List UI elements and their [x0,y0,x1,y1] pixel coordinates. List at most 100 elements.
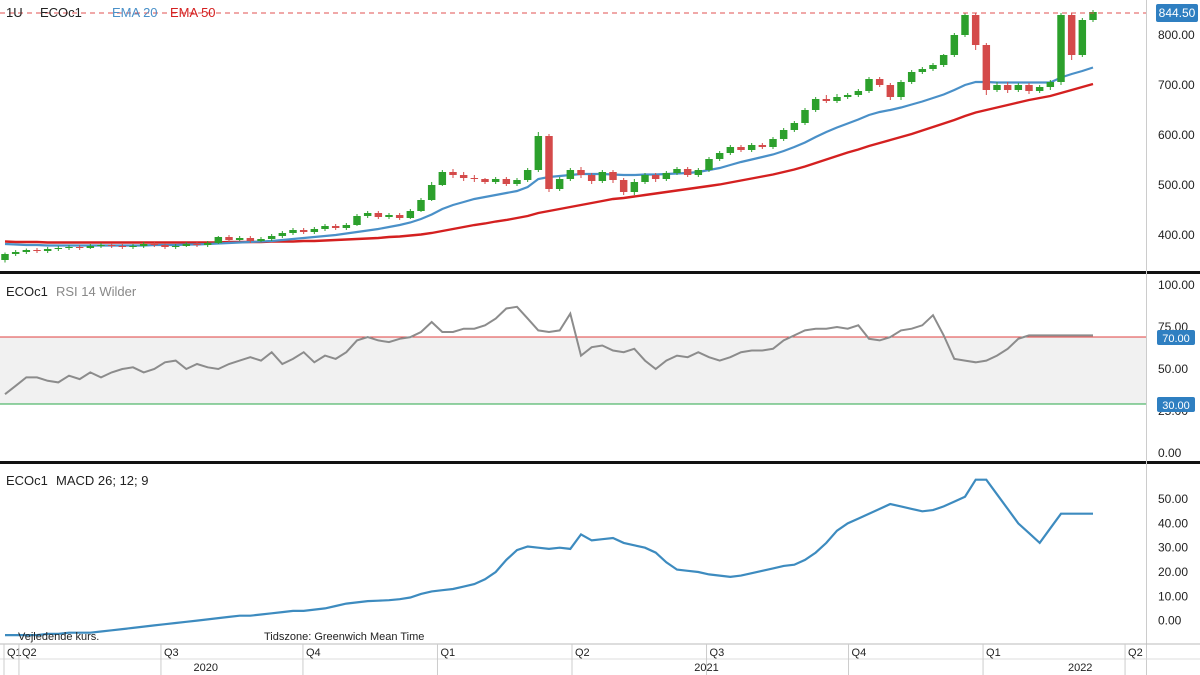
macd-tick-label: 10.00 [1158,589,1188,603]
candle-body [289,230,297,233]
macd-series [5,478,1093,637]
candle-body [545,136,553,189]
macd-tick-label: 40.00 [1158,516,1188,530]
candle-body [449,172,457,175]
candle-body [641,175,649,182]
symbol-label[interactable]: ECOc1 [40,5,82,20]
macd-tick-label: 0.00 [1158,614,1182,628]
rsi-tick-label: 0.00 [1158,446,1182,460]
candle-body [278,233,287,236]
macd-tick-label: 50.00 [1158,492,1188,506]
candle-body [459,175,468,178]
year-label: 2020 [194,662,218,674]
candlestick-series [1,10,1097,263]
price-tick-label: 600.00 [1158,128,1195,142]
candle-body [342,225,351,228]
candle-body [1057,15,1065,82]
candle-body [705,159,713,170]
candle-body [214,237,223,243]
price-tick-label: 700.00 [1158,78,1195,92]
candle-body [758,145,767,147]
candle-body [715,153,724,159]
quarter-label: Q1 [7,647,22,659]
ema20-legend[interactable]: EMA 20 [112,5,158,20]
rsi-oversold-badge [1157,397,1195,412]
rsi-overbought-badge [1157,330,1195,345]
candle-body [481,179,489,182]
candle-body [523,170,532,180]
candle-body [353,216,361,225]
candle-body [673,169,681,173]
price-tick-label: 400.00 [1158,228,1195,242]
candle-body [395,215,404,218]
rsi-line [4,305,1093,395]
candle-body [662,173,671,179]
quarter-label: Q1 [440,647,455,659]
last-price-badge [1156,4,1198,22]
candle-body [182,244,191,246]
candle-body [854,91,863,95]
quarter-label: Q2 [1128,647,1143,659]
rsi-series [4,305,1093,395]
panel-divider-1[interactable] [0,271,1200,274]
candle-body [971,15,980,45]
candle-body [438,172,447,185]
candle-body [363,213,372,216]
candle-body [417,200,425,211]
rsi-oversold-label: 30.00 [1162,400,1190,412]
indicative-note: Vejledende kurs. [18,631,99,643]
quarter-label: Q3 [164,647,179,659]
price-axis-border [1146,0,1147,675]
quarter-label: Q4 [852,647,867,659]
candle-body [150,244,159,245]
candle-body [86,246,95,248]
candle-body [939,55,948,65]
candle-body [235,238,244,240]
candle-body [833,97,841,101]
candle-body [907,72,916,82]
rsi-symbol[interactable]: ECOc1 [6,284,48,299]
price-axis: 400.00 500.00 600.00 700.00 800.00 [1158,28,1195,242]
year-label: 2022 [1068,662,1092,674]
candle-body [257,239,265,241]
candle-body [651,175,660,179]
candle-body [513,180,521,184]
candle-body [139,244,148,246]
candle-body [33,250,41,251]
candle-body [1003,85,1012,90]
candle-body [1035,87,1044,91]
candle-body [993,85,1001,90]
candle-body [747,145,756,150]
candle-body [619,180,628,192]
interval-label[interactable]: 1U [6,5,23,20]
macd-symbol[interactable]: ECOc1 [6,473,48,488]
candle-body [107,245,116,246]
candle-body [918,69,927,72]
candle-body [97,245,105,246]
quarter-label: Q1 [986,647,1001,659]
candle-body [875,79,884,85]
candle-body [65,247,73,248]
candle-body [566,170,575,179]
candle-body [491,179,500,182]
panel-divider-2[interactable] [0,461,1200,464]
price-tick-label: 500.00 [1158,178,1195,192]
macd-title[interactable]: MACD 26; 12; 9 [56,473,149,488]
candle-body [22,250,31,252]
candle-body [801,110,809,123]
candle-body [630,182,639,192]
year-label: 2021 [694,662,718,674]
candle-body [1025,85,1033,91]
candle-body [1078,20,1087,55]
candle-body [54,248,63,249]
candle-body [374,213,383,217]
candle-body [726,147,735,153]
quarter-label: Q4 [306,647,321,659]
ema50-legend[interactable]: EMA 50 [170,5,216,20]
rsi-title[interactable]: RSI 14 Wilder [56,284,137,299]
candle-body [1046,82,1055,87]
last-price-label: 844.50 [1159,6,1196,20]
candle-body [534,136,543,170]
